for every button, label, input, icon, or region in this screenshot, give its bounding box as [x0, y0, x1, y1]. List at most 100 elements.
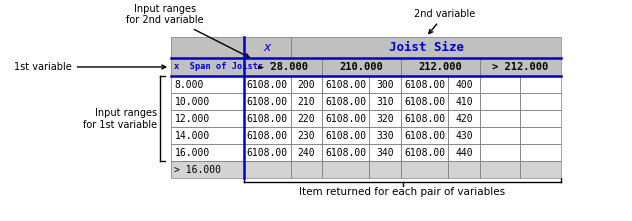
Bar	[244, 76, 291, 93]
Bar	[401, 76, 448, 93]
Text: 16.000: 16.000	[174, 148, 210, 158]
Bar	[171, 145, 244, 162]
Bar	[244, 37, 291, 58]
Text: 440: 440	[455, 148, 473, 158]
Bar	[291, 76, 322, 93]
Bar	[291, 110, 322, 127]
Text: 6108.00: 6108.00	[246, 80, 288, 90]
Bar	[480, 76, 521, 93]
Text: 6108.00: 6108.00	[325, 114, 367, 124]
Bar	[244, 110, 291, 127]
Bar	[401, 145, 448, 162]
Bar	[244, 127, 291, 145]
Bar	[370, 76, 401, 93]
Bar	[370, 145, 401, 162]
Text: 220: 220	[298, 114, 315, 124]
Bar	[244, 58, 322, 76]
Bar	[171, 37, 244, 58]
Bar	[521, 162, 561, 179]
Bar	[370, 93, 401, 110]
Text: > 16.000: > 16.000	[174, 165, 221, 175]
Bar	[322, 110, 370, 127]
Bar	[448, 145, 480, 162]
Text: 200: 200	[298, 80, 315, 90]
Bar	[448, 110, 480, 127]
Bar	[401, 110, 448, 127]
Text: 400: 400	[455, 80, 473, 90]
Bar	[291, 145, 322, 162]
Bar	[370, 110, 401, 127]
Bar	[448, 127, 480, 145]
Bar	[480, 145, 521, 162]
Bar	[480, 76, 521, 93]
Bar	[480, 145, 521, 162]
Bar	[401, 58, 480, 76]
Bar	[521, 110, 561, 127]
Text: 6108.00: 6108.00	[246, 131, 288, 141]
Bar	[401, 127, 448, 145]
Bar	[480, 58, 561, 76]
Text: 6108.00: 6108.00	[404, 148, 445, 158]
Bar	[521, 76, 561, 93]
Bar	[291, 162, 322, 179]
Bar	[171, 93, 244, 110]
Bar	[171, 110, 244, 127]
Bar	[401, 162, 448, 179]
Text: Item returned for each pair of variables: Item returned for each pair of variables	[300, 187, 506, 197]
Text: 340: 340	[377, 148, 394, 158]
Bar	[171, 93, 244, 110]
Bar	[401, 76, 448, 93]
Bar	[171, 76, 244, 93]
Bar	[322, 76, 370, 93]
Bar	[521, 127, 561, 145]
Text: 6108.00: 6108.00	[246, 148, 288, 158]
Bar	[322, 162, 370, 179]
Bar	[244, 127, 291, 145]
Text: 210: 210	[298, 97, 315, 107]
Bar	[291, 145, 322, 162]
Bar	[401, 93, 448, 110]
Bar	[244, 110, 291, 127]
Text: 1st variable: 1st variable	[14, 62, 166, 72]
Bar	[401, 162, 448, 179]
Text: 300: 300	[377, 80, 394, 90]
Bar	[291, 110, 322, 127]
Bar	[521, 145, 561, 162]
Bar	[322, 58, 401, 76]
Bar	[322, 127, 370, 145]
Bar	[322, 145, 370, 162]
Bar	[370, 127, 401, 145]
Bar	[291, 127, 322, 145]
Bar	[291, 37, 561, 58]
Text: Input ranges
for 1st variable: Input ranges for 1st variable	[83, 108, 157, 130]
Bar	[171, 145, 244, 162]
Bar	[322, 145, 370, 162]
Bar	[370, 162, 401, 179]
Bar	[322, 110, 370, 127]
Text: 2nd variable: 2nd variable	[415, 9, 476, 34]
Bar	[480, 58, 561, 76]
Bar	[480, 93, 521, 110]
Bar	[521, 127, 561, 145]
Text: 6108.00: 6108.00	[246, 114, 288, 124]
Bar	[291, 93, 322, 110]
Text: 6108.00: 6108.00	[325, 80, 367, 90]
Bar	[521, 162, 561, 179]
Text: 210.000: 210.000	[340, 62, 384, 72]
Text: 6108.00: 6108.00	[404, 114, 445, 124]
Text: 410: 410	[455, 97, 473, 107]
Text: 430: 430	[455, 131, 473, 141]
Bar	[370, 127, 401, 145]
Bar	[171, 162, 244, 179]
Bar	[401, 93, 448, 110]
Bar	[322, 93, 370, 110]
Text: 310: 310	[377, 97, 394, 107]
Bar	[521, 145, 561, 162]
Bar	[480, 127, 521, 145]
Bar	[521, 110, 561, 127]
Text: 6108.00: 6108.00	[404, 131, 445, 141]
Bar	[322, 76, 370, 93]
Bar	[480, 127, 521, 145]
Bar	[480, 110, 521, 127]
Bar	[244, 37, 291, 58]
